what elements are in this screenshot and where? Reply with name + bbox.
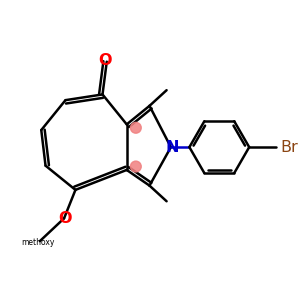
Text: methoxy: methoxy bbox=[22, 238, 55, 247]
Circle shape bbox=[130, 161, 141, 172]
Text: O: O bbox=[59, 211, 72, 226]
Text: O: O bbox=[99, 53, 112, 68]
Circle shape bbox=[130, 122, 141, 133]
Text: Br: Br bbox=[280, 140, 298, 155]
Text: N: N bbox=[166, 140, 179, 155]
